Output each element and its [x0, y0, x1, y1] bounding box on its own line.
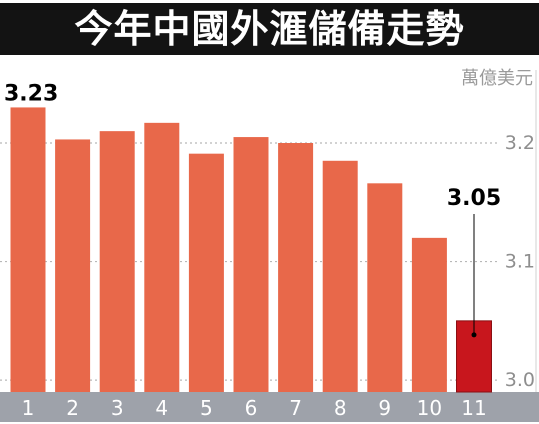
- bar: [144, 122, 180, 392]
- title-bar: 今年中國外滙儲備走勢: [0, 0, 539, 57]
- y-tick-label: 3.0: [505, 369, 535, 391]
- x-tick-label: 1: [22, 396, 35, 420]
- x-tick-label: 10: [417, 396, 442, 420]
- bar: [322, 160, 358, 392]
- data-label-first: 3.23: [4, 81, 58, 106]
- x-tick-label: 8: [334, 396, 347, 420]
- bar: [411, 237, 447, 392]
- unit-label: 萬億美元: [461, 68, 533, 89]
- bar: [233, 137, 269, 392]
- data-label-last: 3.05: [447, 186, 501, 211]
- bar: [367, 183, 403, 392]
- x-tick-label: 6: [245, 396, 258, 420]
- y-tick-label: 3.1: [505, 251, 535, 273]
- x-tick-label: 2: [66, 396, 79, 420]
- x-tick-label: 9: [378, 396, 391, 420]
- x-tick-label: 4: [155, 396, 168, 420]
- bar: [99, 131, 135, 392]
- x-tick-label: 7: [289, 396, 302, 420]
- bar: [188, 153, 224, 392]
- x-tick-label: 5: [200, 396, 213, 420]
- bar: [55, 139, 91, 392]
- title-background: [0, 3, 539, 55]
- x-tick-label: 3: [111, 396, 124, 420]
- leader-dot: [471, 332, 477, 338]
- bar: [10, 107, 46, 392]
- x-tick-label: 11: [461, 396, 486, 420]
- x-axis-band: [0, 392, 539, 422]
- chart-title: 今年中國外滙儲備走勢: [74, 7, 465, 51]
- y-tick-label: 3.2: [505, 132, 535, 154]
- bar: [278, 143, 314, 392]
